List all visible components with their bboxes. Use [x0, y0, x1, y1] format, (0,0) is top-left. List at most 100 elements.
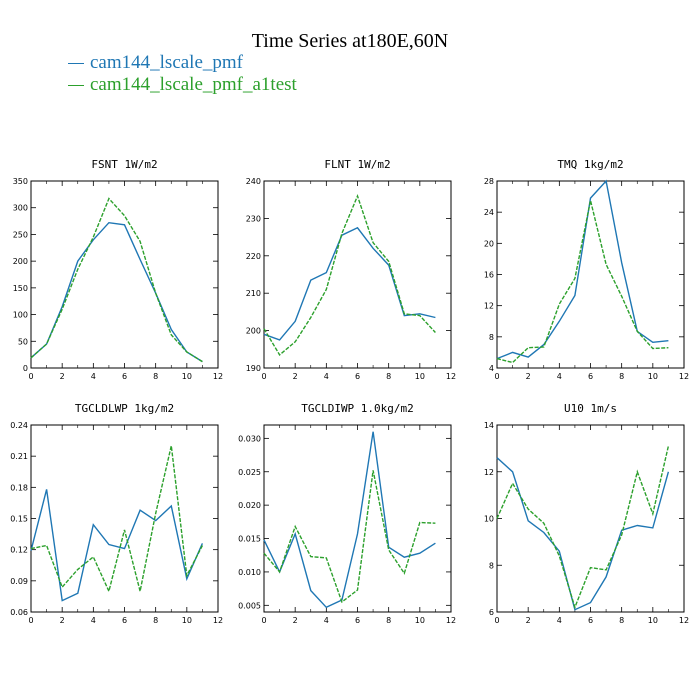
x-tick-label: 0 — [28, 372, 33, 381]
x-tick-label: 10 — [648, 372, 658, 381]
x-tick-label: 2 — [60, 616, 65, 625]
panel-title: FSNT 1W/m2 — [91, 158, 157, 171]
y-tick-label: 4 — [489, 364, 494, 373]
y-tick-label: 0.06 — [10, 608, 28, 617]
series-line-1 — [496, 457, 670, 611]
x-tick-label: 4 — [557, 616, 562, 625]
x-tick-label: 12 — [679, 616, 689, 625]
plot-frame — [263, 424, 452, 613]
x-tick-label: 12 — [213, 372, 223, 381]
x-tick-label: 6 — [355, 616, 360, 625]
x-tick-label: 8 — [619, 616, 624, 625]
y-tick-label: 350 — [13, 177, 28, 186]
x-tick-label: 12 — [679, 372, 689, 381]
panel-title: TGCLDLWP 1kg/m2 — [75, 402, 174, 415]
legend-entry-1: cam144_lscale_pmf — [68, 52, 243, 74]
y-tick-label: 12 — [484, 302, 494, 311]
series-line-2 — [30, 445, 204, 594]
legend-line-solid-icon — [68, 63, 84, 65]
x-tick-label: 12 — [213, 616, 223, 625]
x-tick-label: 2 — [526, 616, 531, 625]
y-tick-label: 300 — [13, 204, 28, 213]
y-tick-label: 220 — [246, 252, 261, 261]
panel-title: TMQ 1kg/m2 — [557, 158, 623, 171]
figure-title: Time Series at180E,60N — [251, 30, 449, 52]
series-line-2 — [496, 200, 669, 364]
chart-panel-6: U10 1m/s 0 2 4 6 8 10 12 6 8 10 12 14 — [484, 402, 689, 625]
chart-panel-5: TGCLDIWP 1.0kg/m2 0 2 4 6 8 10 12 0.005 0.010 0.01… — [238, 402, 456, 625]
y-tick-label: 12 — [484, 468, 494, 477]
x-tick-label: 2 — [293, 372, 298, 381]
y-tick-label: 200 — [246, 327, 261, 336]
y-tick-label: 50 — [18, 337, 28, 346]
x-tick-label: 0 — [494, 616, 499, 625]
y-tick-label: 210 — [246, 289, 261, 298]
x-tick-label: 12 — [446, 616, 456, 625]
x-tick-label: 0 — [494, 372, 499, 381]
legend-label: cam144_lscale_pmf_a1test — [90, 74, 297, 95]
x-tick-label: 6 — [122, 616, 127, 625]
y-tick-label: 190 — [246, 364, 261, 373]
x-tick-label: 8 — [153, 372, 158, 381]
y-tick-label: 0.09 — [10, 577, 28, 586]
x-tick-label: 8 — [386, 616, 391, 625]
y-tick-label: 0.12 — [10, 546, 28, 555]
y-tick-label: 0.015 — [238, 535, 261, 544]
panel-title: FLNT 1W/m2 — [324, 158, 390, 171]
y-tick-label: 230 — [246, 214, 261, 223]
chart-panel-2: FLNT 1W/m2 0 2 4 6 8 10 12 190 200 210 220 230 240 — [246, 158, 456, 381]
series-line-2 — [496, 445, 670, 610]
x-tick-label: 2 — [293, 616, 298, 625]
y-tick-label: 0.030 — [238, 434, 261, 443]
series-line-2 — [30, 197, 203, 363]
series-line-2 — [263, 470, 436, 604]
y-tick-label: 0.24 — [10, 421, 28, 430]
y-tick-label: 10 — [484, 515, 494, 524]
y-tick-label: 100 — [13, 311, 28, 320]
y-tick-label: 150 — [13, 284, 28, 293]
y-tick-label: 8 — [489, 561, 494, 570]
x-tick-label: 0 — [28, 616, 33, 625]
x-tick-label: 6 — [122, 372, 127, 381]
x-tick-label: 0 — [261, 372, 266, 381]
y-tick-label: 0.020 — [238, 501, 261, 510]
y-tick-label: 0 — [23, 364, 28, 373]
chart-panel-1: FSNT 1W/m2 0 2 4 6 8 10 12 0 50 100 150 200 250 300 350 — [13, 158, 223, 381]
x-tick-label: 10 — [415, 616, 425, 625]
y-tick-label: 250 — [13, 230, 28, 239]
x-tick-label: 8 — [386, 372, 391, 381]
y-tick-label: 0.18 — [10, 483, 28, 492]
x-tick-label: 6 — [588, 372, 593, 381]
x-tick-label: 10 — [648, 616, 658, 625]
x-tick-label: 2 — [526, 372, 531, 381]
y-tick-label: 28 — [484, 177, 494, 186]
series-line-1 — [496, 179, 669, 360]
y-tick-label: 0.005 — [238, 601, 261, 610]
x-tick-label: 4 — [324, 616, 329, 625]
x-tick-label: 2 — [60, 372, 65, 381]
y-tick-label: 240 — [246, 177, 261, 186]
x-tick-label: 4 — [91, 372, 96, 381]
series-line-2 — [263, 194, 436, 356]
x-tick-label: 8 — [619, 372, 624, 381]
x-tick-label: 8 — [153, 616, 158, 625]
y-tick-label: 0.010 — [238, 568, 261, 577]
x-tick-label: 4 — [91, 616, 96, 625]
series-line-1 — [30, 221, 203, 363]
y-tick-label: 0.21 — [10, 452, 28, 461]
x-tick-label: 6 — [355, 372, 360, 381]
y-tick-label: 0.15 — [10, 515, 28, 524]
x-tick-label: 10 — [415, 372, 425, 381]
y-tick-label: 20 — [484, 239, 494, 248]
x-tick-label: 6 — [588, 616, 593, 625]
x-tick-label: 10 — [182, 372, 192, 381]
series-line-1 — [30, 489, 204, 602]
x-tick-label: 0 — [261, 616, 266, 625]
y-tick-label: 16 — [484, 271, 494, 280]
x-tick-label: 12 — [446, 372, 456, 381]
series-line-1 — [263, 226, 436, 341]
plot-frame — [30, 180, 219, 369]
legend-entry-2: cam144_lscale_pmf_a1test — [68, 74, 297, 96]
plot-frame — [263, 180, 452, 369]
